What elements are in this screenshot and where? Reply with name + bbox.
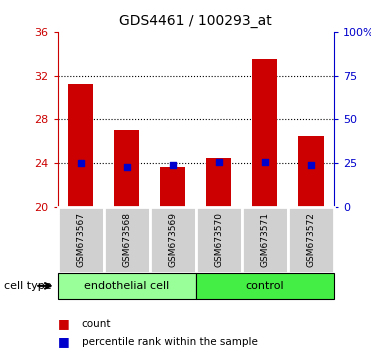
Text: GSM673571: GSM673571 bbox=[260, 212, 269, 267]
Point bbox=[216, 159, 222, 164]
Text: ■: ■ bbox=[58, 335, 69, 348]
Point bbox=[262, 159, 268, 164]
Text: percentile rank within the sample: percentile rank within the sample bbox=[82, 337, 257, 347]
Bar bbox=[196, 273, 334, 299]
Bar bbox=[150, 207, 196, 273]
Bar bbox=[104, 207, 150, 273]
Bar bbox=[58, 273, 196, 299]
Text: GSM673569: GSM673569 bbox=[168, 212, 177, 267]
Text: endothelial cell: endothelial cell bbox=[84, 281, 169, 291]
Bar bbox=[58, 207, 104, 273]
Point bbox=[308, 162, 314, 168]
Bar bbox=[68, 85, 93, 207]
Bar bbox=[196, 207, 242, 273]
Text: GSM673572: GSM673572 bbox=[306, 212, 315, 267]
Point bbox=[78, 160, 83, 166]
Bar bbox=[114, 130, 139, 207]
Bar bbox=[206, 158, 232, 207]
Point bbox=[170, 162, 175, 168]
Text: GSM673568: GSM673568 bbox=[122, 212, 131, 267]
Bar bbox=[288, 207, 334, 273]
Bar bbox=[242, 207, 288, 273]
Text: control: control bbox=[246, 281, 284, 291]
Bar bbox=[298, 136, 324, 207]
Text: GSM673570: GSM673570 bbox=[214, 212, 223, 267]
Bar bbox=[160, 167, 186, 207]
Text: GSM673567: GSM673567 bbox=[76, 212, 85, 267]
Text: count: count bbox=[82, 319, 111, 329]
Text: cell type: cell type bbox=[4, 281, 51, 291]
Text: ■: ■ bbox=[58, 318, 69, 330]
Title: GDS4461 / 100293_at: GDS4461 / 100293_at bbox=[119, 14, 272, 28]
Bar bbox=[252, 59, 278, 207]
Point bbox=[124, 164, 129, 170]
